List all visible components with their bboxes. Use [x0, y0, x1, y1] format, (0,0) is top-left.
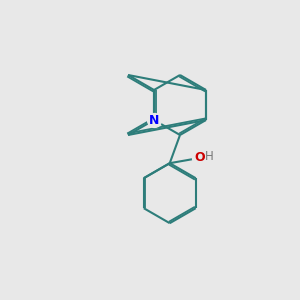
Text: H: H	[205, 150, 213, 163]
Text: N: N	[149, 113, 159, 127]
Text: O: O	[194, 152, 205, 164]
